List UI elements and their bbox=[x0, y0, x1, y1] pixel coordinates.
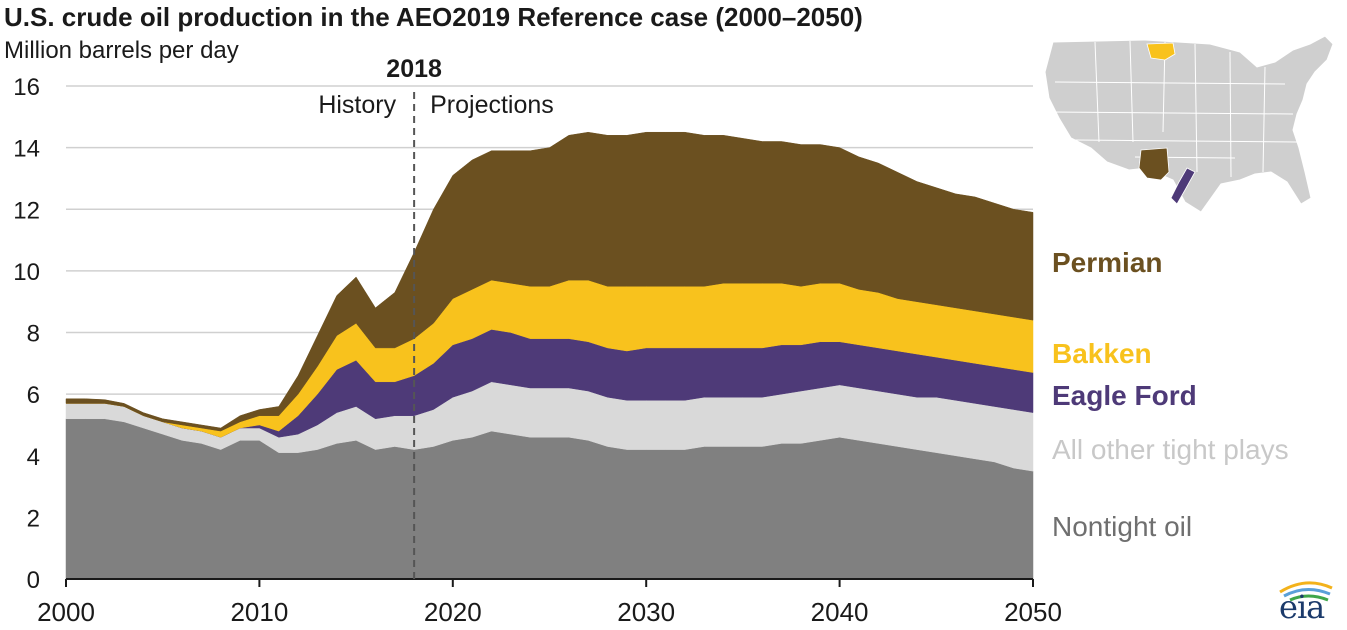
y-tick-label: 16 bbox=[13, 74, 40, 101]
eia-logo-text: eia bbox=[1279, 588, 1325, 626]
chart-title: U.S. crude oil production in the AEO2019… bbox=[4, 2, 863, 32]
legend-nontight: Nontight oil bbox=[1052, 511, 1193, 542]
y-tick-label: 14 bbox=[13, 136, 40, 163]
legend-permian: Permian bbox=[1052, 247, 1163, 278]
area-permian bbox=[65, 131, 1034, 432]
y-tick-label: 6 bbox=[27, 382, 40, 409]
x-tick-label: 2020 bbox=[424, 597, 482, 627]
us-map-outline bbox=[1044, 35, 1334, 213]
x-tick-label: 2050 bbox=[1004, 597, 1062, 627]
y-axis-label: Million barrels per day bbox=[4, 37, 239, 64]
y-tick-label: 12 bbox=[13, 197, 40, 224]
y-tick-label: 4 bbox=[27, 444, 40, 471]
projections-label: Projections bbox=[430, 91, 554, 119]
area-series bbox=[65, 131, 1034, 580]
axes: 0 2 4 6 8 10 12 14 16 2000 2010 2020 2030 2040 2050 bbox=[13, 74, 1062, 627]
eia-logo-icon bbox=[1279, 581, 1333, 602]
x-tick-label: 2040 bbox=[811, 597, 869, 627]
legend-eagle-ford: Eagle Ford bbox=[1052, 380, 1197, 411]
us-map-with-play-locations bbox=[1044, 35, 1334, 213]
eagle-ford-region bbox=[1170, 167, 1196, 205]
history-label: History bbox=[318, 91, 396, 119]
bakken-region bbox=[1146, 42, 1176, 61]
y-tick-label: 10 bbox=[13, 259, 40, 286]
x-tick-label: 2000 bbox=[37, 597, 95, 627]
divider-year-label: 2018 bbox=[386, 55, 442, 83]
y-tick-label: 8 bbox=[27, 321, 40, 348]
y-tick-label: 2 bbox=[27, 505, 40, 532]
legend-other-tight: All other tight plays bbox=[1052, 434, 1289, 465]
legend-bakken: Bakken bbox=[1052, 338, 1152, 369]
y-tick-label: 0 bbox=[27, 567, 40, 594]
x-tick-label: 2010 bbox=[230, 597, 288, 627]
x-tick-label: 2030 bbox=[617, 597, 675, 627]
permian-region bbox=[1138, 147, 1170, 181]
history-projection-divider: 2018 History Projections bbox=[318, 55, 554, 579]
